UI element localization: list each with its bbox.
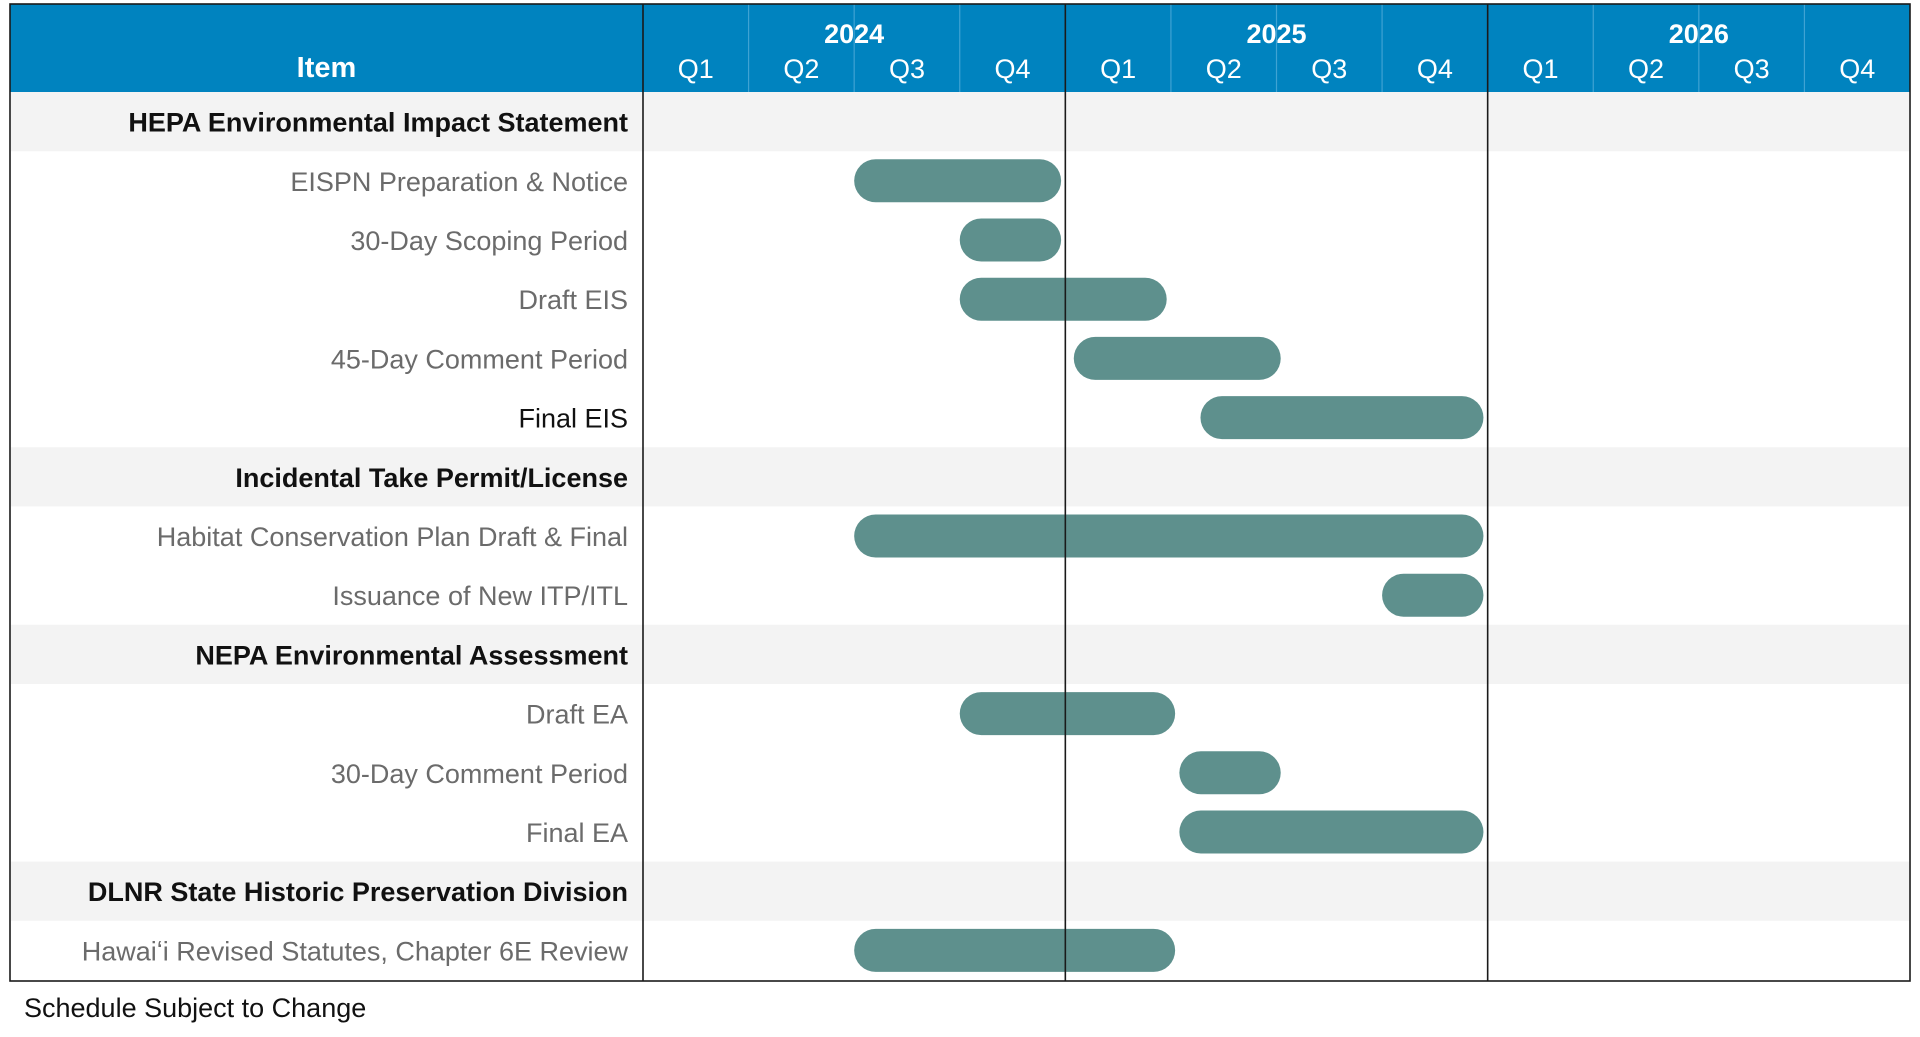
footnote: Schedule Subject to Change bbox=[24, 993, 367, 1023]
task-bar bbox=[959, 692, 1176, 736]
task-bar bbox=[854, 928, 1176, 972]
task-label: 30-Day Comment Period bbox=[331, 759, 628, 789]
section-label: HEPA Environmental Impact Statement bbox=[128, 108, 628, 138]
quarter-label: Q4 bbox=[1417, 54, 1453, 84]
task-label: EISPN Preparation & Notice bbox=[290, 167, 628, 197]
section-band bbox=[11, 861, 1909, 921]
task-label: Issuance of New ITP/ITL bbox=[332, 581, 628, 611]
task-label: Hawaiʻi Revised Statutes, Chapter 6E Rev… bbox=[82, 936, 629, 966]
task-bar bbox=[1200, 396, 1484, 440]
section-label: Incidental Take Permit/License bbox=[235, 463, 628, 493]
quarter-label: Q1 bbox=[1522, 54, 1558, 84]
task-bar bbox=[854, 159, 1062, 203]
task-label: Draft EIS bbox=[518, 285, 628, 315]
task-bar bbox=[959, 218, 1062, 262]
section-band bbox=[11, 447, 1909, 507]
quarter-label: Q2 bbox=[1628, 54, 1664, 84]
quarter-label: Q1 bbox=[678, 54, 714, 84]
task-bar bbox=[854, 514, 1484, 558]
task-label: Draft EA bbox=[526, 700, 628, 730]
quarter-label: Q2 bbox=[783, 54, 819, 84]
task-bar bbox=[1382, 573, 1484, 617]
task-bar bbox=[959, 277, 1167, 321]
task-bar bbox=[1179, 751, 1281, 795]
quarter-label: Q3 bbox=[1311, 54, 1347, 84]
section-band bbox=[11, 92, 1909, 152]
section-band bbox=[11, 624, 1909, 684]
task-label: Final EIS bbox=[518, 404, 628, 434]
quarter-label: Q4 bbox=[1839, 54, 1875, 84]
task-label: 45-Day Comment Period bbox=[331, 344, 628, 374]
task-bar bbox=[1073, 336, 1281, 380]
task-label: 30-Day Scoping Period bbox=[350, 226, 628, 256]
quarter-label: Q3 bbox=[1734, 54, 1770, 84]
chart-border bbox=[9, 3, 1911, 982]
task-label: Final EA bbox=[526, 818, 628, 848]
section-label: NEPA Environmental Assessment bbox=[195, 640, 628, 670]
task-label: Habitat Conservation Plan Draft & Final bbox=[157, 522, 628, 552]
quarter-label: Q4 bbox=[995, 54, 1031, 84]
item-column-header: Item bbox=[297, 52, 357, 84]
task-bar bbox=[1179, 810, 1484, 854]
quarter-label: Q2 bbox=[1206, 54, 1242, 84]
quarter-label: Q3 bbox=[889, 54, 925, 84]
section-label: DLNR State Historic Preservation Divisio… bbox=[88, 877, 628, 907]
quarter-label: Q1 bbox=[1100, 54, 1136, 84]
